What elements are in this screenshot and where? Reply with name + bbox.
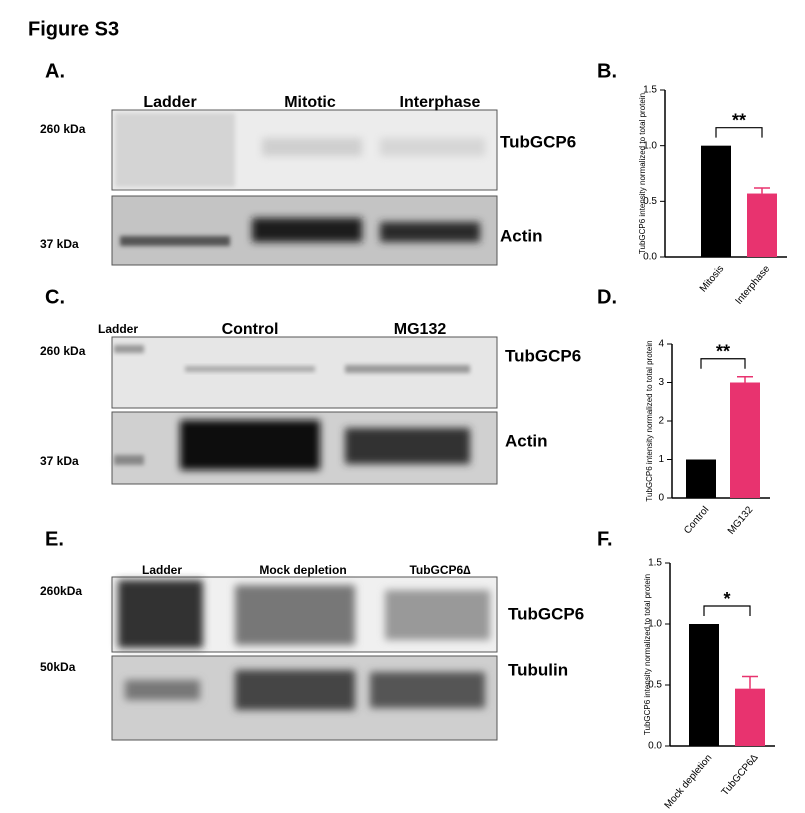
- bar: [686, 459, 716, 498]
- x-tick-label: Mitosis: [698, 264, 726, 295]
- protein-label: TubGCP6: [505, 346, 581, 365]
- y-tick-label: 0.0: [648, 741, 662, 752]
- y-tick-label: 1.5: [643, 85, 657, 96]
- blot-a: [111, 109, 498, 266]
- figure-title: Figure S3: [28, 18, 119, 40]
- protein-label: TubGCP6: [508, 604, 584, 623]
- marker-label: 260 kDa: [40, 344, 86, 358]
- bar: [747, 193, 777, 257]
- bar: [730, 382, 760, 498]
- lane-label: Ladder: [143, 94, 196, 111]
- x-tick-label: TubGCP6∆: [720, 752, 761, 798]
- lane-label: Ladder: [98, 322, 138, 336]
- significance-label: *: [723, 589, 730, 609]
- significance-label: **: [716, 341, 730, 361]
- protein-label: Actin: [505, 431, 548, 450]
- y-tick-label: 1: [658, 454, 664, 465]
- panel-label: A.: [45, 60, 65, 82]
- y-tick-label: 3: [658, 377, 664, 388]
- y-tick-label: 0.5: [643, 196, 657, 207]
- protein-label: Actin: [500, 226, 543, 245]
- significance-bracket: [703, 605, 751, 616]
- significance-bracket: [700, 358, 746, 369]
- panel-label: E.: [45, 528, 64, 550]
- significance-bracket: [715, 127, 763, 138]
- y-axis-label: TubGCP6 intensity normalized to total pr…: [645, 340, 654, 501]
- bar: [735, 688, 765, 746]
- x-tick-label: Control: [682, 505, 711, 537]
- marker-label: 260 kDa: [40, 122, 86, 136]
- panel-label: D.: [597, 286, 617, 308]
- y-tick-label: 1.0: [648, 619, 662, 630]
- lane-label: MG132: [394, 321, 447, 338]
- marker-label: 260kDa: [40, 584, 82, 598]
- error-bar: [754, 187, 770, 194]
- significance-label: **: [732, 110, 746, 130]
- lane-label: Mock depletion: [259, 563, 346, 577]
- marker-label: 37 kDa: [40, 237, 79, 251]
- blot-e: [111, 576, 498, 741]
- x-tick-label: Mock depletion: [663, 753, 715, 812]
- bar: [689, 624, 719, 746]
- lane-label: Ladder: [142, 563, 182, 577]
- error-bar: [737, 375, 753, 383]
- lane-label: Interphase: [400, 94, 481, 111]
- panel-label: F.: [597, 528, 613, 550]
- lane-label: Mitotic: [284, 94, 336, 111]
- y-tick-label: 2: [658, 416, 664, 427]
- y-tick-label: 0.0: [643, 252, 657, 263]
- panel-label: B.: [597, 60, 617, 82]
- y-axis-label: TubGCP6 intensity normalized to total pr…: [643, 574, 652, 735]
- y-axis-label: TubGCP6 intensity normalized to total pr…: [638, 93, 647, 254]
- protein-label: Tubulin: [508, 660, 568, 679]
- panel-label: C.: [45, 286, 65, 308]
- y-tick-label: 1.5: [648, 558, 662, 569]
- blot-c: [111, 336, 498, 485]
- lane-label: TubGCP6∆: [409, 563, 471, 577]
- protein-label: TubGCP6: [500, 132, 576, 151]
- y-tick-label: 4: [658, 339, 664, 350]
- marker-label: 50kDa: [40, 660, 76, 674]
- y-tick-label: 0: [658, 493, 664, 504]
- y-tick-label: 0.5: [648, 680, 662, 691]
- x-tick-label: Interphase: [734, 263, 773, 307]
- bar: [701, 145, 731, 257]
- y-tick-label: 1.0: [643, 140, 657, 151]
- lane-label: Control: [222, 321, 279, 338]
- x-tick-label: MG132: [726, 504, 756, 537]
- error-bar: [742, 675, 758, 689]
- marker-label: 37 kDa: [40, 454, 79, 468]
